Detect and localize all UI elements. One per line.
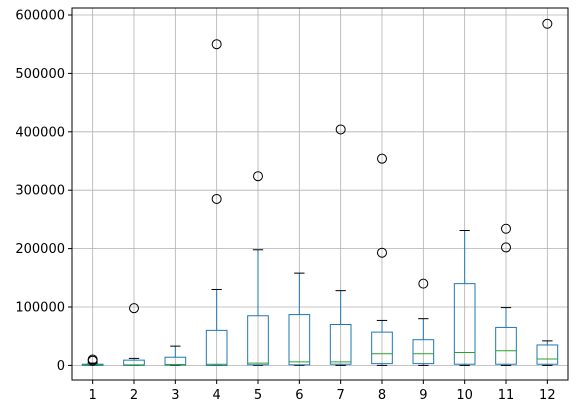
outlier-point: [335, 124, 346, 135]
x-tick-label: 9: [419, 388, 427, 403]
box-group-9: [412, 278, 435, 366]
box-group-8: [371, 153, 393, 366]
box-group-5: [247, 171, 269, 366]
x-tick-label: 4: [213, 388, 221, 403]
x-tick-label: 2: [130, 388, 138, 403]
plot-frame: [71, 7, 569, 381]
x-tick-label: 8: [378, 388, 386, 403]
x-tick-label: 7: [337, 388, 345, 403]
y-tick-label: 100000: [15, 301, 65, 316]
outlier-point: [377, 247, 387, 258]
grid-lines: [72, 8, 568, 380]
box: [495, 326, 517, 365]
y-tick-label: 200000: [15, 242, 65, 257]
y-tick-label: 0: [57, 359, 65, 374]
outlier-point: [253, 171, 263, 182]
box: [536, 344, 559, 365]
box: [371, 331, 393, 365]
y-tick-label: 600000: [15, 9, 65, 24]
box-group-1: [81, 354, 104, 366]
outlier-point: [87, 354, 98, 365]
box-group-6: [288, 272, 311, 366]
outlier-point: [211, 193, 222, 204]
box-group-10: [453, 229, 476, 366]
outlier-point: [377, 153, 387, 164]
y-tick-label: 300000: [15, 184, 65, 199]
x-tick-label: 5: [254, 388, 262, 403]
boxes: [81, 18, 559, 366]
x-tick-label: 10: [456, 388, 473, 403]
box-group-3: [164, 345, 187, 366]
box: [412, 339, 435, 365]
box: [329, 324, 352, 365]
outlier-point: [501, 223, 511, 234]
outlier-point: [129, 303, 139, 314]
outlier-point: [418, 278, 429, 289]
box-group-4: [205, 39, 228, 366]
x-tick-label: 6: [295, 388, 303, 403]
x-tick-label: 11: [498, 388, 515, 403]
box: [288, 314, 311, 366]
box: [453, 283, 476, 365]
x-tick-label: 3: [171, 388, 179, 403]
y-tick-label: 500000: [15, 67, 65, 82]
outlier-point: [542, 18, 553, 29]
box: [123, 359, 145, 366]
outlier-point: [501, 242, 511, 253]
x-tick-label: 12: [539, 388, 556, 403]
box-group-11: [495, 223, 517, 366]
outlier-point: [211, 39, 222, 50]
box: [247, 315, 269, 366]
box: [164, 356, 187, 366]
box: [205, 329, 228, 366]
box-group-2: [123, 303, 145, 366]
x-tick-label: 1: [89, 388, 97, 403]
box-group-7: [329, 124, 352, 366]
y-tick-label: 400000: [15, 125, 65, 140]
box-group-12: [536, 18, 559, 366]
